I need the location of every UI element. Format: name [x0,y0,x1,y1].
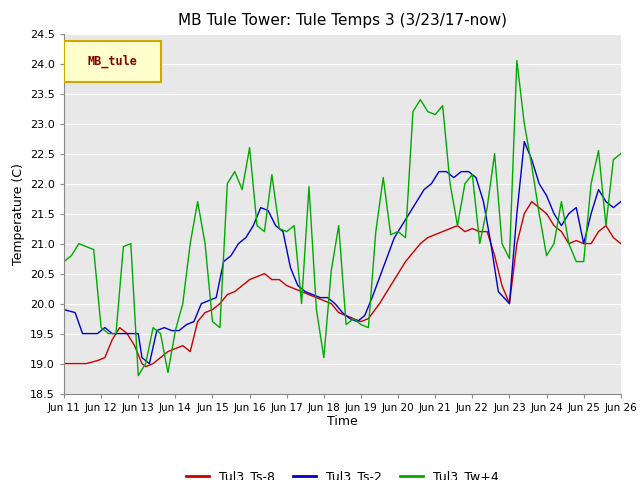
Text: MB_tule: MB_tule [88,55,138,68]
FancyBboxPatch shape [64,41,161,82]
Title: MB Tule Tower: Tule Temps 3 (3/23/17-now): MB Tule Tower: Tule Temps 3 (3/23/17-now… [178,13,507,28]
X-axis label: Time: Time [327,415,358,429]
Legend: Tul3_Ts-8, Tul3_Ts-2, Tul3_Tw+4: Tul3_Ts-8, Tul3_Ts-2, Tul3_Tw+4 [181,465,504,480]
Y-axis label: Temperature (C): Temperature (C) [12,163,24,264]
